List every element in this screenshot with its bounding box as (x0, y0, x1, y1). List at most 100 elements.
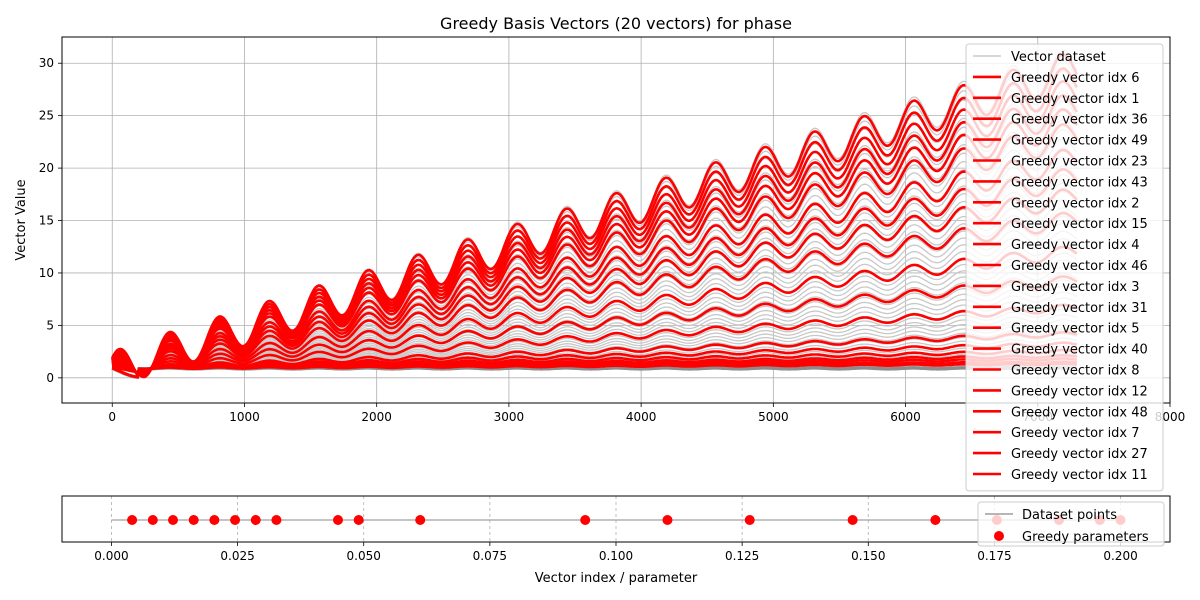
dataset-line (111, 259, 1078, 374)
greedy-parameter-point (230, 515, 241, 525)
legend-series-label: Greedy vector idx 12 (1011, 384, 1148, 399)
dataset-line (111, 138, 1078, 375)
legend-series-label: Greedy vector idx 46 (1011, 259, 1148, 274)
main-y-tick-label: 0 (46, 371, 54, 385)
greedy-vector-line (111, 275, 1078, 375)
greedy-vector-line (111, 107, 1078, 377)
dataset-line (111, 266, 1078, 374)
main-y-tick-label: 5 (46, 318, 54, 332)
legend-series-label: Greedy vector idx 36 (1011, 113, 1148, 128)
dataset-line (111, 199, 1078, 375)
legend-dataset-label: Vector dataset (1011, 50, 1106, 65)
greedy-vector-line (111, 211, 1078, 375)
legend-series-label: Greedy vector idx 31 (1011, 301, 1148, 316)
dataset-line (112, 324, 1078, 373)
param-chart: 0.000 0.025 0.050 0.075 0.100 0.125 0.150 0.175… (61, 495, 1171, 586)
dataset-line (112, 314, 1078, 373)
param-x-tick-label: 0.000 (94, 549, 128, 563)
main-y-tick-label: 25 (39, 109, 54, 123)
param-x-tick-label: 0.025 (220, 549, 254, 563)
greedy-parameter-point (209, 515, 220, 525)
main-y-tick-label: 15 (39, 214, 54, 228)
legend-series-label: Greedy vector idx 11 (1011, 468, 1148, 483)
greedy-vector-line (111, 123, 1078, 377)
greedy-parameter-point (847, 515, 858, 525)
legend-series-label: Greedy vector idx 3 (1011, 280, 1140, 295)
main-x-tick-label: 4000 (626, 410, 657, 424)
dataset-line (111, 230, 1078, 374)
legend-series-label: Greedy vector idx 5 (1011, 322, 1140, 337)
main-x-tick-label: 3000 (494, 410, 525, 424)
dataset-line (112, 297, 1078, 374)
greedy-parameter-point (271, 515, 282, 525)
greedy-parameter-point (353, 515, 364, 525)
main-y-axis-label: Vector Value (14, 179, 29, 260)
param-legend-box (977, 501, 1165, 547)
greedy-vector-line (111, 167, 1078, 376)
greedy-vector-line (111, 53, 1079, 379)
main-y-tick-label: 20 (39, 161, 54, 175)
legend-series-label: Greedy vector idx 8 (1011, 364, 1140, 379)
param-x-tick-label: 0.150 (851, 549, 885, 563)
main-y-tick-label: 10 (39, 266, 54, 280)
dataset-line (111, 223, 1078, 374)
main-chart: 010002000300040005000600070008000 051015… (14, 14, 1185, 492)
greedy-vector-line (111, 67, 1079, 378)
greedy-vector-line (111, 245, 1078, 375)
greedy-parameter-point (662, 515, 673, 525)
main-y-tick-label: 30 (39, 56, 54, 70)
greedy-parameter-point (580, 515, 591, 525)
main-x-tick-label: 0 (108, 410, 116, 424)
main-legend-box (965, 43, 1164, 492)
main-x-tick-label: 2000 (361, 410, 392, 424)
dataset-line (112, 291, 1078, 374)
greedy-vector-line (111, 148, 1078, 376)
legend-series-label: Greedy vector idx 43 (1011, 175, 1148, 190)
legend-dataset-points-label: Dataset points (1022, 508, 1117, 523)
param-legend: Dataset points Greedy parameters (977, 501, 1165, 547)
legend-series-label: Greedy vector idx 1 (1011, 92, 1140, 107)
param-x-tick-label: 0.200 (1103, 549, 1137, 563)
dataset-line (112, 285, 1078, 374)
greedy-vector-line (111, 362, 1077, 379)
main-chart-title: Greedy Basis Vectors (20 vectors) for ph… (440, 14, 792, 33)
param-x-tick-label: 0.100 (599, 549, 633, 563)
legend-greedy-parameters-swatch (994, 531, 1004, 541)
greedy-parameter-point (415, 515, 426, 525)
main-x-tick-label: 1000 (229, 410, 260, 424)
greedy-parameter-point (744, 515, 755, 525)
greedy-parameter-point (930, 515, 941, 525)
greedy-parameter-point (188, 515, 199, 525)
greedy-vector-line (111, 303, 1078, 374)
param-x-axis-label: Vector index / parameter (535, 571, 698, 586)
legend-series-label: Greedy vector idx 49 (1011, 134, 1148, 149)
dataset-line (111, 238, 1078, 374)
legend-series-label: Greedy vector idx 40 (1011, 343, 1148, 358)
param-x-tick-label: 0.125 (725, 549, 759, 563)
legend-series-label: Greedy vector idx 27 (1011, 447, 1148, 462)
dataset-line (112, 319, 1078, 373)
greedy-vector-line (112, 330, 1078, 374)
param-x-tick-label: 0.075 (473, 549, 507, 563)
legend-series-label: Greedy vector idx 23 (1011, 155, 1148, 170)
legend-greedy-parameters-label: Greedy parameters (1022, 530, 1149, 545)
legend-series-label: Greedy vector idx 7 (1011, 426, 1140, 441)
greedy-vector-line (111, 80, 1079, 378)
main-plot-frame (61, 36, 1171, 404)
param-x-tick-label: 0.175 (977, 549, 1011, 563)
greedy-parameter-point (127, 515, 138, 525)
greedy-vector-line (111, 94, 1079, 377)
greedy-lines (111, 53, 1079, 379)
greedy-vector-line (111, 188, 1078, 376)
legend-series-label: Greedy vector idx 6 (1011, 71, 1140, 86)
main-x-tick-label: 6000 (890, 410, 921, 424)
greedy-parameter-point (332, 515, 343, 525)
main-x-tick-label: 5000 (758, 410, 789, 424)
greedy-parameter-point (147, 515, 158, 525)
greedy-vector-line (112, 341, 1078, 374)
legend-series-label: Greedy vector idx 2 (1011, 196, 1140, 211)
main-legend: Vector dataset Greedy vector idx 6 Greedy … (965, 43, 1164, 492)
legend-series-label: Greedy vector idx 48 (1011, 405, 1148, 420)
param-x-tick-label: 0.050 (347, 549, 381, 563)
